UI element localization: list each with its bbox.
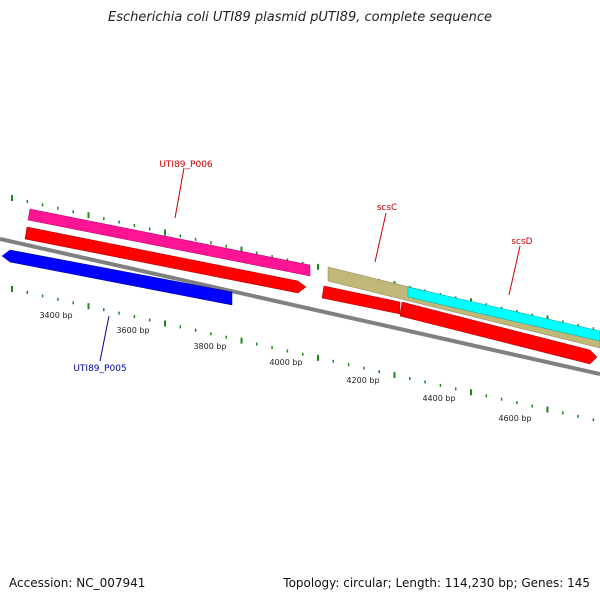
topology-summary: Topology: circular; Length: 114,230 bp; …	[283, 576, 590, 590]
gene-label-scsc[interactable]: scsC	[377, 203, 398, 213]
scale-label: 4400 bp	[422, 394, 455, 403]
gene-bar-red-2[interactable]	[321, 285, 401, 315]
tick-row-bottom	[11, 286, 595, 422]
gene-label-uti89-p006[interactable]: UTI89_P006	[159, 160, 213, 170]
leader-uti89-p006	[174, 167, 185, 219]
gene-bar-red-3[interactable]	[399, 301, 598, 365]
accession-text: Accession: NC_007941	[9, 576, 146, 590]
gene-bar-scsd[interactable]	[407, 286, 600, 342]
scale-label: 3600 bp	[116, 326, 149, 335]
scale-label: 4600 bp	[498, 414, 531, 423]
map-title: Escherichia coli UTI89 plasmid pUTI89, c…	[108, 10, 492, 25]
leader-scsd	[508, 245, 521, 296]
gene-bar-red-1[interactable]	[24, 226, 307, 294]
leader-scsc	[374, 212, 387, 263]
gene-bar-uti89-p006[interactable]	[27, 208, 311, 277]
leader-uti89-p005	[99, 315, 110, 362]
scale-label: 3800 bp	[193, 342, 226, 351]
gene-bar-uti89-p005[interactable]	[1, 249, 233, 306]
scale-label: 4000 bp	[269, 358, 302, 367]
backbone-line	[0, 237, 600, 376]
scale-label: 3400 bp	[39, 311, 72, 320]
scale-label: 4200 bp	[346, 376, 379, 385]
gene-label-uti89-p005[interactable]: UTI89_P005	[73, 364, 126, 374]
gene-label-scsd[interactable]: scsD	[511, 237, 532, 247]
